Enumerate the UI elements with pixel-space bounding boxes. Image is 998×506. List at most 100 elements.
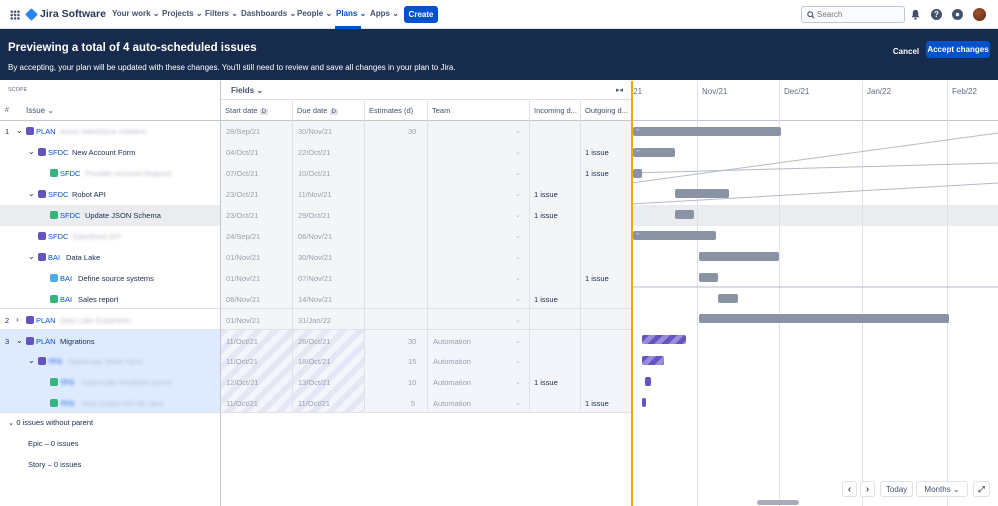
table-row[interactable]: SFDC Update JSON Schema 23/Oct/21 29/Oct… xyxy=(0,205,998,226)
start-date[interactable]: 11/Oct/21 xyxy=(226,337,258,346)
issue-key[interactable]: PLAN xyxy=(36,316,56,325)
timeline-bar[interactable] xyxy=(699,273,718,282)
nav-filters[interactable]: Filters ⌄ xyxy=(205,9,238,18)
timeline-bar[interactable]: ← xyxy=(633,147,675,157)
table-row[interactable]: ⌄ BAI Data Lake 01/Nov/21 30/Nov/21 ⌄ xyxy=(0,247,998,268)
collapse-fields-icon[interactable]: ▸◂ xyxy=(616,87,624,94)
chevron-down-icon[interactable]: ⌄ xyxy=(16,336,23,345)
table-row[interactable]: 3 ⌄ PLAN Migrations 11/Oct/21 26/Oct/21 … xyxy=(0,331,998,352)
table-row[interactable]: 1 ⌄ PLAN Acme Salesforce Initiative 28/S… xyxy=(0,121,998,142)
issue-key[interactable]: TFS xyxy=(60,378,75,387)
issue-title[interactable]: Data Lake Expansion xyxy=(60,316,132,325)
help-icon[interactable]: ? xyxy=(931,9,942,20)
team[interactable]: Automation xyxy=(433,378,471,387)
outgoing-dependencies[interactable]: 1 issue xyxy=(585,399,609,408)
fullscreen-button[interactable]: ⤢ xyxy=(973,481,990,497)
issue-title[interactable]: Salesforce API xyxy=(72,232,122,241)
due-date[interactable]: 22/Oct/21 xyxy=(298,148,331,157)
issue-key[interactable]: SFDC xyxy=(60,169,81,178)
settings-gear-icon[interactable] xyxy=(952,9,963,20)
table-row[interactable]: BAI Sales report 08/Nov/21 14/Nov/21 ⌄ 1… xyxy=(0,289,998,310)
team[interactable]: Automation xyxy=(433,357,471,366)
start-date[interactable]: 11/Oct/21 xyxy=(226,357,258,366)
due-date[interactable]: 14/Nov/21 xyxy=(298,295,333,304)
start-date[interactable]: 04/Oct/21 xyxy=(226,148,259,157)
start-date[interactable]: 01/Nov/21 xyxy=(226,316,261,325)
nav-apps[interactable]: Apps ⌄ xyxy=(370,9,399,18)
start-date[interactable]: 01/Nov/21 xyxy=(226,274,261,283)
chevron-down-icon[interactable]: ⌄ xyxy=(16,126,23,135)
team-dropdown-icon[interactable]: ⌄ xyxy=(515,212,521,219)
issue-key[interactable]: SFDC xyxy=(48,190,69,199)
search-box[interactable] xyxy=(801,6,905,23)
table-row[interactable]: SFDC Salesforce API 24/Sep/21 06/Nov/21 … xyxy=(0,226,998,247)
chevron-down-icon[interactable]: ⌄ xyxy=(28,189,35,198)
outgoing-dependencies[interactable]: 1 issue xyxy=(585,169,609,178)
outgoing-dependencies-header[interactable]: Outgoing d... xyxy=(585,106,628,115)
outgoing-dependencies[interactable]: 1 issue xyxy=(585,274,609,283)
timeline-bar-scheduled[interactable] xyxy=(642,356,664,365)
timeline-bar[interactable] xyxy=(675,189,729,198)
issue-key[interactable]: SFDC xyxy=(60,211,81,220)
timeline-bar[interactable] xyxy=(633,169,642,178)
issue-title[interactable]: Update JSON Schema xyxy=(85,211,161,220)
fields-button[interactable]: Fields ⌄ xyxy=(231,86,264,95)
issue-key[interactable]: BAI xyxy=(48,253,61,262)
table-row[interactable]: 2 › PLAN Data Lake Expansion 01/Nov/21 3… xyxy=(0,310,998,331)
app-switcher-icon[interactable] xyxy=(10,10,20,20)
team[interactable]: Automation xyxy=(433,337,471,346)
due-date[interactable]: 26/Oct/21 xyxy=(298,337,331,346)
notifications-icon[interactable] xyxy=(910,9,921,20)
incoming-dependencies[interactable]: 1 issue xyxy=(534,378,558,387)
estimate[interactable]: 5 xyxy=(411,399,416,408)
timeline-bar[interactable] xyxy=(699,314,949,323)
estimate[interactable]: 30 xyxy=(408,127,417,136)
issue-title[interactable]: Define source systems xyxy=(78,274,154,283)
start-date[interactable]: 11/Oct/21 xyxy=(226,399,258,408)
team[interactable]: Automation xyxy=(433,399,471,408)
previous-button[interactable]: ‹ xyxy=(842,481,857,497)
issue-title[interactable]: Migrations xyxy=(60,337,95,346)
start-date[interactable]: 08/Nov/21 xyxy=(226,295,261,304)
start-date[interactable]: 12/Oct/21 xyxy=(226,378,259,387)
horizontal-scrollbar[interactable] xyxy=(757,500,799,505)
epic-count[interactable]: Epic – 0 issues xyxy=(28,439,79,448)
timeline-bar[interactable]: ← xyxy=(633,230,716,240)
issues-without-parent-toggle[interactable]: ⌄ 0 issues without parent xyxy=(8,418,94,427)
create-button[interactable]: Create xyxy=(404,6,438,23)
issue-title[interactable]: Sales report xyxy=(78,295,119,304)
timeline-bar-scheduled[interactable] xyxy=(642,335,686,344)
team-dropdown-icon[interactable]: ⌄ xyxy=(515,317,521,324)
start-date[interactable]: 23/Oct/21 xyxy=(226,190,259,199)
timeline-bar[interactable]: ← xyxy=(633,126,781,136)
due-date[interactable]: 10/Oct/21 xyxy=(298,169,331,178)
due-date[interactable]: 29/Oct/21 xyxy=(298,211,331,220)
due-date[interactable]: 18/Oct/21 xyxy=(298,357,331,366)
estimates-header[interactable]: Estimates (d) xyxy=(369,106,414,115)
issue-key[interactable]: TFS xyxy=(60,399,75,408)
search-input[interactable] xyxy=(817,9,901,20)
issue-title[interactable]: New Crypto API for Java xyxy=(82,399,164,408)
team-dropdown-icon[interactable]: ⌄ xyxy=(515,400,521,407)
accept-changes-button[interactable]: Accept changes xyxy=(926,41,990,58)
issue-title[interactable]: Provider Account Request xyxy=(85,169,172,178)
table-row[interactable]: SFDC Provider Account Request 07/Oct/21 … xyxy=(0,163,998,184)
story-count[interactable]: Story – 0 issues xyxy=(28,460,82,469)
team-dropdown-icon[interactable]: ⌄ xyxy=(515,338,521,345)
timeline-bar-scheduled[interactable] xyxy=(642,398,646,407)
team-dropdown-icon[interactable]: ⌄ xyxy=(515,170,521,177)
team-dropdown-icon[interactable]: ⌄ xyxy=(515,296,521,303)
start-date[interactable]: 24/Sep/21 xyxy=(226,232,261,241)
issue-key[interactable]: PLAN xyxy=(36,127,56,136)
due-date[interactable]: 31/Jan/22 xyxy=(298,316,331,325)
estimate[interactable]: 15 xyxy=(408,357,417,366)
next-button[interactable]: › xyxy=(860,481,875,497)
cancel-button[interactable]: Cancel xyxy=(892,47,920,56)
issue-title[interactable]: Acme Salesforce Initiative xyxy=(60,127,147,136)
table-row[interactable]: ⌄ SFDC New Account Form 04/Oct/21 22/Oct… xyxy=(0,142,998,163)
team-dropdown-icon[interactable]: ⌄ xyxy=(515,275,521,282)
incoming-dependencies[interactable]: 1 issue xyxy=(534,190,558,199)
nav-people[interactable]: People ⌄ xyxy=(297,9,333,18)
incoming-dependencies[interactable]: 1 issue xyxy=(534,295,558,304)
timeline-bar[interactable] xyxy=(675,210,694,219)
